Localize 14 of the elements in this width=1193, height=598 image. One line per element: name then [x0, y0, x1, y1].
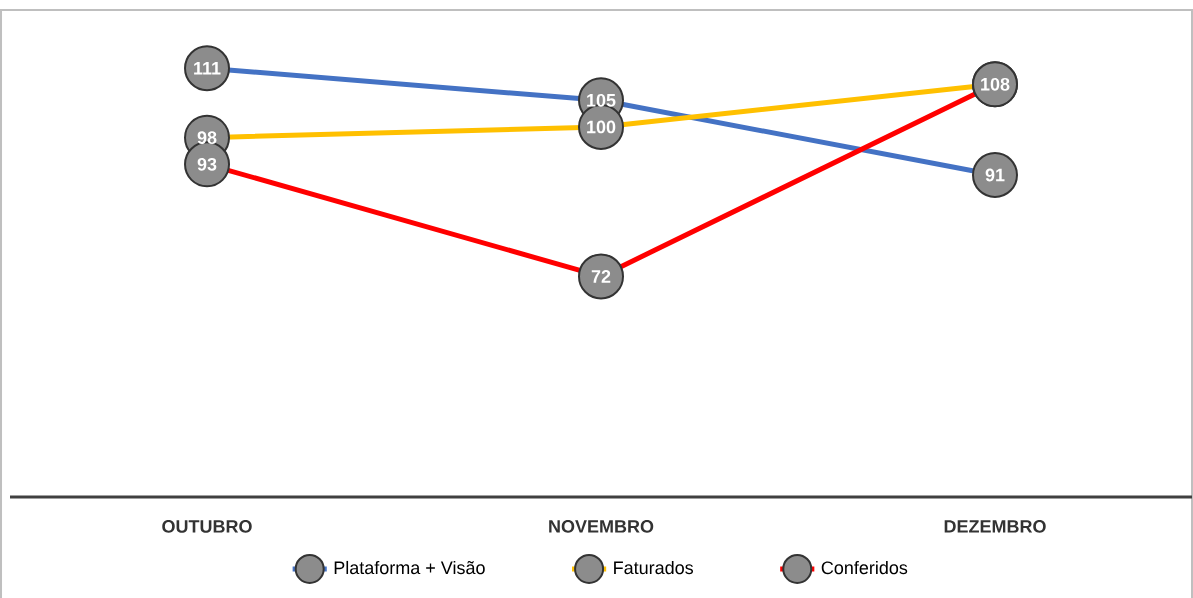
legend-label: Faturados: [614, 560, 694, 575]
data-label: 72: [591, 270, 611, 283]
data-label: 111: [194, 62, 221, 75]
data-label: 91: [985, 168, 1005, 182]
data-label: 98: [197, 131, 217, 145]
data-label: 105: [587, 93, 616, 107]
legend-label: Conferidos: [821, 560, 908, 575]
x-tick-label: OUTUBRO: [162, 520, 252, 533]
x-tick-label: DEZEMBRO: [944, 520, 1046, 533]
data-label: 93: [197, 157, 217, 171]
legend-label: Plataforma + Visão: [334, 560, 485, 575]
data-label: 108: [981, 77, 1010, 91]
x-tick-label: NOVEMBRO: [549, 520, 654, 533]
data-label: 100: [587, 120, 616, 134]
